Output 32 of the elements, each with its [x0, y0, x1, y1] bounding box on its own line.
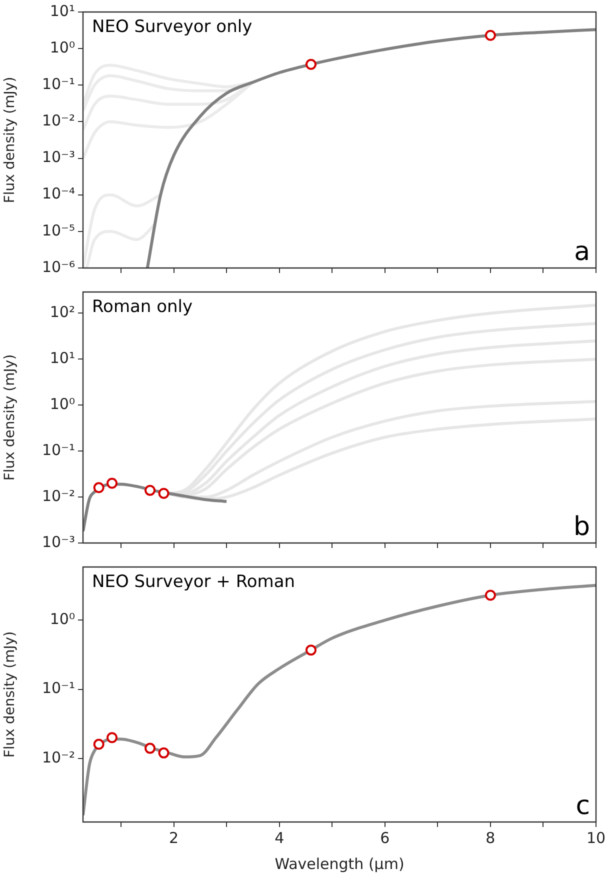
y-axis-title: Flux density (mJy) [2, 76, 18, 204]
y-tick-label: 10⁻³ [42, 148, 75, 166]
y-tick-label: 10¹ [50, 2, 75, 20]
chart-title: NEO Surveyor only [92, 16, 252, 37]
y-tick-label: 10⁻⁴ [42, 184, 75, 203]
x-tick-label: 6 [380, 828, 390, 847]
x-axis-title: Wavelength (μm) [274, 854, 404, 873]
y-tick-label: 10⁻⁶ [42, 258, 75, 276]
y-tick-label: 10⁻² [42, 486, 75, 505]
y-tick-label: 10⁰ [50, 38, 75, 56]
y-tick-label: 10⁻² [42, 112, 75, 130]
annotation: a [574, 236, 590, 267]
x-tick-label: 10 [586, 828, 606, 847]
y-tick-label: 10⁻⁵ [42, 221, 75, 240]
chart-title: NEO Surveyor + Roman [92, 572, 296, 592]
y-tick-label: 10⁰ [50, 610, 75, 628]
y-axis-title: Flux density (mJy) [2, 631, 18, 758]
chart-title: Roman only [92, 296, 193, 317]
y-tick-label: 10⁻¹ [42, 679, 75, 698]
annotation: c [576, 790, 590, 821]
y-tick-label: 10⁻³ [42, 532, 75, 551]
y-tick-label: 10⁻¹ [42, 75, 75, 94]
y-tick-label: 10⁻¹ [42, 440, 75, 459]
annotation: b [573, 512, 590, 542]
y-tick-label: 10⁰ [50, 395, 75, 414]
y-tick-label: 10⁻² [42, 748, 75, 766]
x-tick-label: 2 [169, 828, 179, 847]
y-tick-label: 10¹ [50, 349, 75, 368]
x-tick-label: 8 [486, 828, 496, 847]
y-tick-label: 10² [50, 303, 75, 322]
x-tick-label: 4 [274, 828, 284, 847]
y-axis-title: Flux density (mJy) [2, 354, 18, 481]
